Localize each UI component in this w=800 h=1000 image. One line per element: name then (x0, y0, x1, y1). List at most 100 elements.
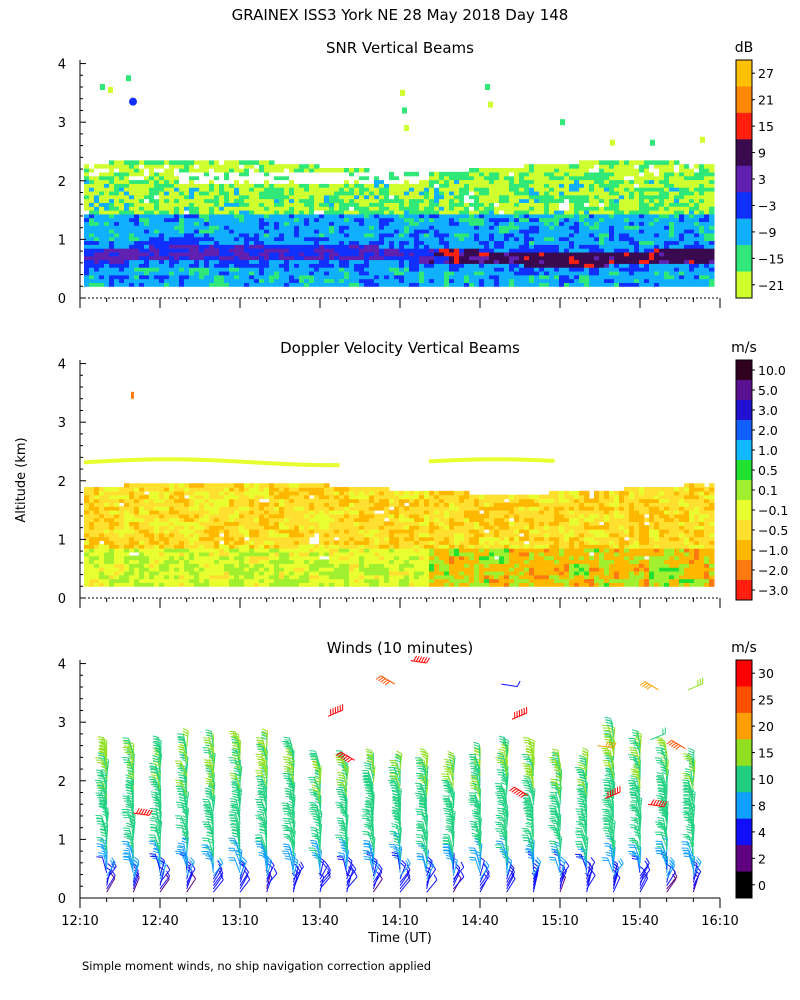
snr-cell (334, 183, 340, 188)
snr-cell (409, 259, 415, 264)
snr-cell (379, 228, 385, 234)
snr-cell (329, 213, 335, 219)
snr-cell (429, 274, 435, 280)
snr-cell (394, 251, 400, 257)
snr-cell (399, 187, 405, 192)
snr-cell (244, 213, 250, 219)
snr-cell (159, 251, 165, 257)
snr-cell (149, 236, 155, 242)
snr-cell (84, 244, 90, 249)
snr-cell (179, 179, 185, 184)
snr-cell (329, 167, 335, 173)
snr-cell (259, 251, 265, 257)
snr-cell (254, 278, 260, 283)
snr-cell (344, 274, 350, 280)
snr-cell (184, 171, 190, 177)
snr-cell (179, 278, 185, 283)
snr-cell (414, 274, 420, 280)
snr-cell (244, 160, 250, 165)
snr-cell (349, 228, 355, 234)
snr-cell (374, 232, 380, 238)
snr-cell (109, 213, 115, 219)
snr-cell (169, 236, 175, 242)
snr-cell (84, 267, 90, 272)
snr-cell (264, 171, 270, 177)
snr-cell (399, 221, 405, 226)
snr-cell (389, 209, 395, 215)
snr-cell (109, 209, 115, 215)
snr-cell (414, 198, 420, 203)
snr-cell (424, 206, 430, 211)
snr-cell (194, 240, 200, 245)
snr-cell (434, 228, 440, 234)
snr-cell (364, 183, 370, 188)
snr-cell (369, 225, 375, 230)
snr-cell (89, 267, 95, 272)
snr-cell (84, 198, 90, 203)
snr-cell (164, 175, 170, 181)
snr-cell (439, 213, 445, 219)
snr-cell (229, 183, 235, 188)
snr-cell (274, 228, 280, 234)
snr-cell (254, 263, 260, 268)
snr-cell (114, 183, 120, 188)
snr-cell (374, 244, 380, 249)
snr-cell (114, 206, 120, 211)
snr-cell (349, 244, 355, 249)
snr-cell (294, 164, 300, 169)
snr-cell (359, 251, 365, 257)
snr-cell (314, 179, 320, 184)
snr-cell (249, 164, 255, 169)
snr-cell (124, 217, 130, 223)
snr-cell (324, 225, 330, 230)
snr-cell (214, 217, 220, 223)
snr-cell (99, 232, 105, 238)
snr-cell (189, 225, 195, 230)
snr-cell (344, 255, 350, 261)
snr-cell (139, 228, 145, 234)
snr-cell (174, 183, 180, 188)
snr-cell (164, 270, 170, 276)
snr-cell (339, 263, 345, 268)
snr-cell (114, 217, 120, 223)
snr-cell (129, 175, 135, 181)
snr-cell (124, 179, 130, 184)
snr-cell (179, 160, 185, 165)
snr-cell (374, 198, 380, 203)
snr-cell (134, 194, 140, 200)
snr-cell (289, 167, 295, 173)
snr-cell (289, 274, 295, 280)
snr-cell (424, 217, 430, 223)
snr-cell (104, 209, 110, 215)
snr-cell (269, 175, 275, 181)
snr-cell (274, 206, 280, 211)
snr-cell (184, 202, 190, 207)
snr-cell (209, 209, 215, 215)
snr-cell (369, 213, 375, 219)
snr-cell (289, 164, 295, 169)
snr-cell (289, 171, 295, 177)
snr-cell (419, 206, 425, 211)
snr-cell (414, 179, 420, 184)
snr-cell (394, 278, 400, 283)
snr-cell (254, 282, 260, 287)
snr-cell (94, 247, 100, 253)
snr-cell (439, 282, 445, 287)
snr-cell (174, 228, 180, 234)
snr-cell (104, 259, 110, 264)
snr-cell (219, 209, 225, 215)
snr-cell (194, 270, 200, 276)
snr-cell (99, 259, 105, 264)
snr-cell (594, 160, 600, 165)
snr-cell (309, 187, 315, 192)
snr-cell (109, 278, 115, 283)
snr-cell (304, 175, 310, 181)
snr-cell (164, 171, 170, 177)
snr-cell (339, 278, 345, 283)
snr-cell (114, 278, 120, 283)
doppler-cell (139, 483, 145, 488)
snr-cell (169, 209, 175, 215)
snr-cell (119, 209, 125, 215)
snr-speckle (126, 75, 131, 82)
snr-cell (214, 282, 220, 287)
